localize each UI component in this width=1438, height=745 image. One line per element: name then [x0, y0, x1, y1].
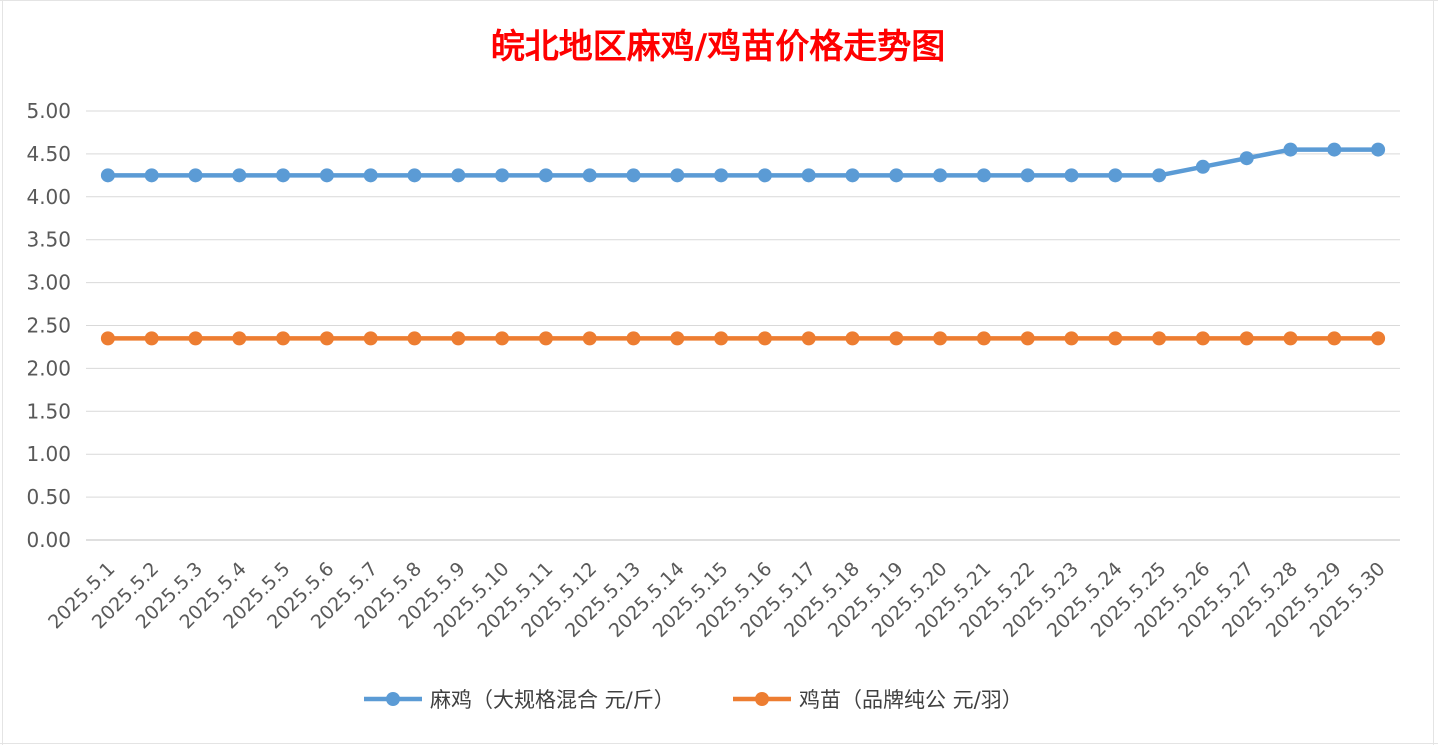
data-point — [582, 168, 597, 183]
series-2 — [100, 331, 1386, 346]
y-tick-label: 3.00 — [26, 271, 71, 295]
legend-item: 麻鸡（大规格混合 元/斤） — [364, 688, 675, 712]
y-tick-label: 3.50 — [26, 228, 71, 252]
y-tick-label: 4.50 — [26, 142, 71, 166]
data-point — [757, 331, 772, 346]
gridlines — [86, 110, 1400, 541]
series-line — [105, 147, 1381, 178]
data-point — [1327, 142, 1342, 157]
data-point — [1327, 331, 1342, 346]
sheet-gridline — [0, 0, 1438, 1]
legend-label: 鸡苗（品牌纯公 元/羽） — [799, 688, 1023, 712]
data-point — [933, 168, 948, 183]
data-point — [1108, 168, 1123, 183]
data-point — [232, 168, 247, 183]
data-point — [626, 168, 641, 183]
data-point — [1064, 168, 1079, 183]
legend-label: 麻鸡（大规格混合 元/斤） — [430, 688, 675, 712]
chart-title: 皖北地区麻鸡/鸡苗价格走势图 — [491, 27, 945, 67]
data-point — [714, 331, 729, 346]
data-point — [1371, 142, 1386, 157]
data-point — [451, 168, 466, 183]
data-point — [670, 168, 685, 183]
data-point — [100, 168, 115, 183]
series-1 — [100, 142, 1386, 183]
data-point — [1283, 142, 1298, 157]
y-tick-label: 1.00 — [26, 442, 71, 466]
data-point — [1195, 159, 1210, 174]
data-point — [276, 331, 291, 346]
data-point — [801, 331, 816, 346]
data-point — [757, 168, 772, 183]
data-point — [538, 331, 553, 346]
data-point — [1152, 331, 1167, 346]
legend-item: 鸡苗（品牌纯公 元/羽） — [733, 688, 1023, 712]
data-point — [1152, 168, 1167, 183]
sheet-gridline — [0, 743, 1438, 744]
data-point — [626, 331, 641, 346]
data-point — [451, 331, 466, 346]
data-point — [933, 331, 948, 346]
y-tick-label: 0.00 — [26, 528, 71, 552]
y-tick-label: 2.50 — [26, 314, 71, 338]
y-axis-ticks: 0.00 0.50 1.00 1.50 2.00 2.50 3.00 3.50 4.00 4.50… — [26, 99, 71, 552]
data-point — [582, 331, 597, 346]
data-point — [1020, 168, 1035, 183]
data-point — [976, 168, 991, 183]
y-tick-label: 2.00 — [26, 356, 71, 380]
y-tick-label: 0.50 — [26, 485, 71, 509]
x-axis-ticks: 2025.5.12025.5.22025.5.32025.5.42025.5.5… — [44, 558, 1390, 642]
legend-marker — [386, 692, 400, 706]
data-point — [538, 168, 553, 183]
legend-marker — [755, 692, 769, 706]
data-point — [1283, 331, 1298, 346]
data-point — [319, 168, 334, 183]
data-point — [232, 331, 247, 346]
data-point — [144, 331, 159, 346]
data-point — [845, 331, 860, 346]
data-point — [495, 168, 510, 183]
y-tick-label: 4.00 — [26, 185, 71, 209]
data-point — [1020, 331, 1035, 346]
data-point — [714, 168, 729, 183]
data-point — [495, 331, 510, 346]
data-point — [407, 331, 422, 346]
data-point — [188, 168, 203, 183]
data-point — [889, 168, 904, 183]
data-point — [363, 168, 378, 183]
legend: 麻鸡（大规格混合 元/斤） 鸡苗（品牌纯公 元/羽） — [364, 688, 1023, 712]
y-tick-label: 1.50 — [26, 399, 71, 423]
data-point — [1108, 331, 1123, 346]
data-point — [1371, 331, 1386, 346]
data-point — [670, 331, 685, 346]
data-point — [1064, 331, 1079, 346]
series-group — [100, 142, 1386, 346]
sheet-gridline — [2, 0, 3, 745]
y-tick-label: 5.00 — [26, 99, 71, 123]
data-point — [363, 331, 378, 346]
data-point — [801, 168, 816, 183]
data-point — [100, 331, 115, 346]
data-point — [276, 168, 291, 183]
data-point — [144, 168, 159, 183]
data-point — [1239, 151, 1254, 166]
data-point — [889, 331, 904, 346]
data-point — [976, 331, 991, 346]
data-point — [1239, 331, 1254, 346]
data-point — [845, 168, 860, 183]
sheet-gridline — [1433, 0, 1434, 745]
data-point — [1195, 331, 1210, 346]
data-point — [188, 331, 203, 346]
data-point — [319, 331, 334, 346]
data-point — [407, 168, 422, 183]
